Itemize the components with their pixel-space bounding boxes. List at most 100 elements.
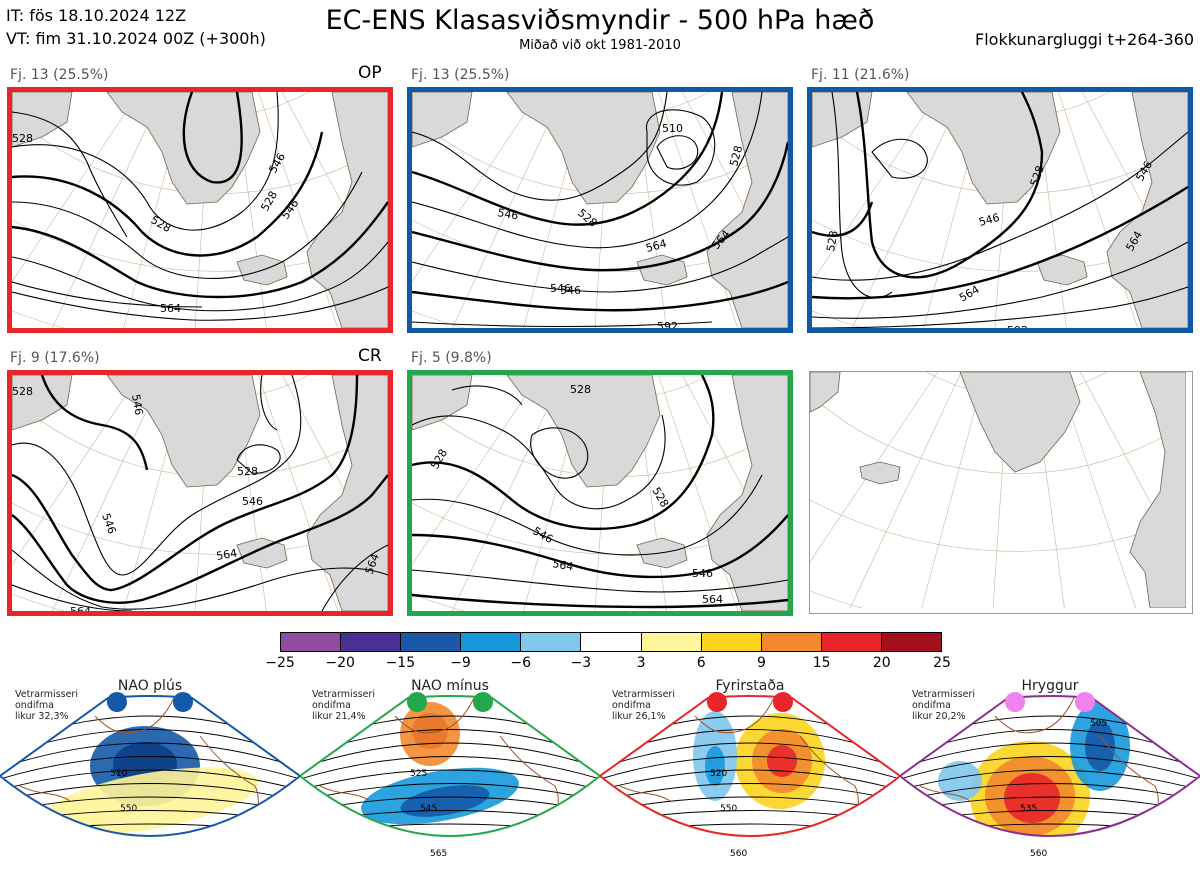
- colorbar-tick: 6: [696, 655, 706, 671]
- colorbar-tick: 9: [756, 655, 766, 671]
- page-title: EC-ENS Klasasviðsmyndir - 500 hPa hæð: [325, 5, 875, 36]
- regime-contour-label: 535: [1020, 804, 1037, 814]
- regime-name: NAO plús: [117, 678, 183, 694]
- regime-fan-map: 510 550: [0, 692, 300, 837]
- cluster-map-6-empty: [809, 371, 1193, 614]
- panel-1-contour-label: 528: [12, 132, 33, 145]
- cluster-map-4: 528546546564564564582546528: [7, 370, 393, 616]
- regime-contour-label: 505: [1090, 719, 1107, 729]
- regime-probability-note: Vetrarmisseri ondifma likur 26,1%: [612, 689, 675, 722]
- map-canvas: 528546546564564564582546528: [12, 375, 388, 611]
- regime-contour-label: 550: [120, 804, 137, 814]
- regime-marker-dot: [1075, 692, 1095, 712]
- regime-marker-dot: [407, 692, 427, 712]
- regime-contour-label: 560: [730, 849, 747, 859]
- cluster-map-1: 528546564546528564528: [7, 87, 393, 333]
- regime-nao-minus: 525 545 565 NAO mínus Vetrarmisseri ondifma li…: [300, 676, 600, 871]
- panel-5-contour-label: 564: [551, 557, 574, 573]
- valid-time: VT: fim 31.10.2024 00Z (+300h): [6, 29, 266, 48]
- panel-2-contour-label: 546: [496, 206, 519, 222]
- panel-4-contour-label: 582: [237, 610, 258, 611]
- colorbar-bin: [821, 633, 882, 651]
- regime-blocking: 520 550 560 Fyrirstaða Vetrarmisseri ondifma l…: [600, 676, 900, 871]
- panel-4-contour-label: 546: [99, 512, 118, 536]
- panel-4-contour-label: 546: [129, 393, 145, 416]
- regime-probability-note: Vetrarmisseri ondifma likur 21,4%: [312, 689, 375, 722]
- panel-4-contour-label: 564: [215, 547, 238, 563]
- colorbar-bin: [701, 633, 762, 651]
- panel-3-contour-label: 592: [1007, 324, 1028, 328]
- panel-3-label: Fj. 11 (21.6%): [811, 67, 910, 83]
- initial-time: IT: fös 18.10.2024 12Z: [6, 6, 187, 25]
- panel-3-contour-label: 546: [977, 211, 1001, 229]
- panel-2-contour-label: 592: [657, 320, 678, 328]
- panel-1-contour-label: 528: [149, 213, 174, 235]
- colorbar-bin: [581, 633, 642, 651]
- regime-fan-map: 525 545 565: [300, 692, 600, 859]
- colorbar-tick: −6: [510, 655, 532, 671]
- regime-fan-map: 505 535 560: [900, 692, 1200, 859]
- regime-name: Fyrirstaða: [715, 678, 785, 694]
- regime-marker-dot: [107, 692, 127, 712]
- regime-name: Hryggur: [1021, 678, 1079, 694]
- panel-5-contour-label: 528: [570, 383, 591, 396]
- panel-1-contour-label: 546: [266, 151, 288, 176]
- colorbar-bin: [281, 633, 342, 651]
- regime-marker-dot: [473, 692, 493, 712]
- panel-4-contour-label: 528: [237, 465, 258, 478]
- regime-name: NAO mínus: [411, 678, 489, 694]
- regime-contour-label: 520: [710, 769, 727, 779]
- panel-4-label: Fj. 9 (17.6%): [10, 350, 100, 366]
- regime-marker-dot: [1005, 692, 1025, 712]
- regime-contour-label: 560: [1030, 849, 1047, 859]
- colorbar-tick: −25: [265, 655, 295, 671]
- panel-1-tag: OP: [358, 63, 382, 83]
- regime-contour-label: 545: [420, 804, 437, 814]
- colorbar-bin: [521, 633, 582, 651]
- panel-5-contour-label: 546: [732, 375, 753, 378]
- panel-2-contour-label: 510: [662, 122, 683, 135]
- colorbar-bin: [401, 633, 462, 651]
- colorbar-bin: [761, 633, 822, 651]
- panel-1-contour-label: 564: [160, 302, 181, 315]
- colorbar-tick: 15: [812, 655, 831, 671]
- regime-marker-dot: [707, 692, 727, 712]
- panel-4-contour-label: 528: [12, 385, 33, 398]
- regime-contour-label: 525: [410, 769, 427, 779]
- colorbar-tick: −20: [325, 655, 355, 671]
- panel-2-contour-label: 546: [560, 284, 581, 297]
- colorbar-bin: [341, 633, 402, 651]
- colorbar-bin: [461, 633, 522, 651]
- cluster-map-5: 528 528 546 564 546 564 528 546: [407, 370, 793, 616]
- panel-2-contour-label: 528: [575, 206, 599, 229]
- panel-3-contour-label: 528: [824, 230, 840, 253]
- panel-4-contour-label: 564: [70, 605, 91, 611]
- panel-2-contour-label: 546: [550, 282, 571, 295]
- regime-probability-note: Vetrarmisseri ondifma likur 20,2%: [912, 689, 975, 722]
- map-canvas: 528546564546528564528: [12, 92, 388, 328]
- panel-2-contour-label: 564: [644, 237, 668, 255]
- colorbar-bin: [641, 633, 702, 651]
- page-subtitle: Miðað við okt 1981-2010: [519, 38, 681, 53]
- regime-probability-note: Vetrarmisseri ondifma likur 32,3%: [15, 689, 78, 722]
- panel-4-tag: CR: [358, 346, 382, 366]
- anomaly-colorbar: [280, 632, 942, 652]
- colorbar-tick: −9: [450, 655, 471, 671]
- colorbar-tick: 3: [636, 655, 646, 671]
- panel-5-contour-label: 528: [428, 447, 450, 472]
- panel-2-label: Fj. 13 (25.5%): [411, 67, 510, 83]
- panel-5-contour-label: 546: [692, 567, 713, 580]
- regime-marker-dot: [173, 692, 193, 712]
- colorbar-tick: −15: [385, 655, 416, 671]
- cluster-map-2: 510 528 546 564 546 564 528 546 592: [407, 87, 793, 333]
- panel-1-label: Fj. 13 (25.5%): [10, 67, 109, 83]
- regime-fan-map: 520 550 560: [600, 692, 900, 859]
- panel-5-contour-label: 546: [531, 524, 556, 546]
- panel-1-contour-label: 528: [258, 189, 280, 214]
- regime-contour-label: 510: [110, 769, 127, 779]
- regime-nao-plus: 510 550 NAO plús Vetrarmisseri ondifma likur …: [0, 676, 300, 871]
- map-canvas: 528 528 546 564 546 564 528 546: [412, 375, 788, 611]
- regime-ridge: 505 535 560 Hryggur Vetrarmisseri ondifma liku…: [900, 676, 1200, 871]
- colorbar-tick: 25: [933, 655, 951, 671]
